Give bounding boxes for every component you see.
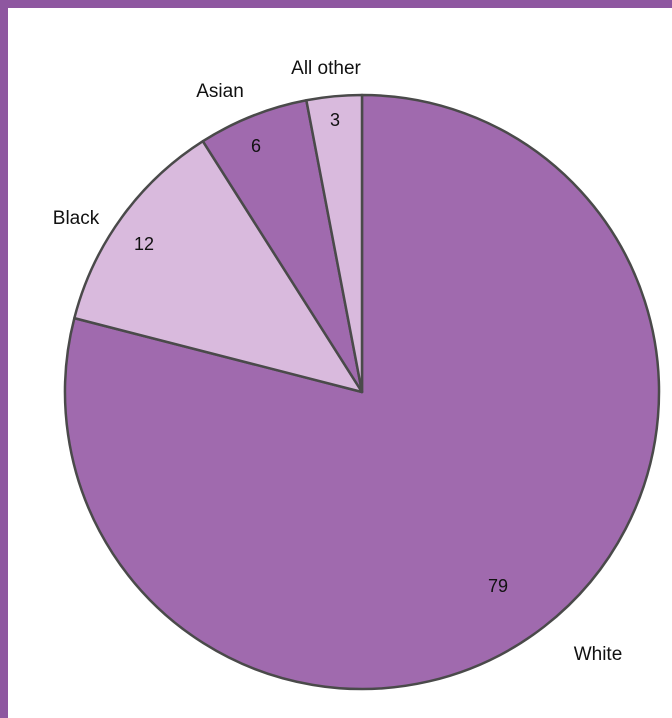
category-label-white: White (574, 644, 623, 665)
value-label-white: 79 (488, 576, 508, 596)
category-label-all-other: All other (291, 58, 361, 79)
category-label-asian: Asian (196, 81, 244, 102)
pie-slice-all-other (305, 93, 364, 394)
pie-slice-black (73, 139, 364, 394)
pie-slice-white (63, 93, 661, 691)
value-label-asian: 6 (251, 136, 261, 156)
value-label-black: 12 (134, 234, 154, 254)
category-label-black: Black (53, 208, 100, 229)
value-label-all-other: 3 (330, 110, 340, 130)
